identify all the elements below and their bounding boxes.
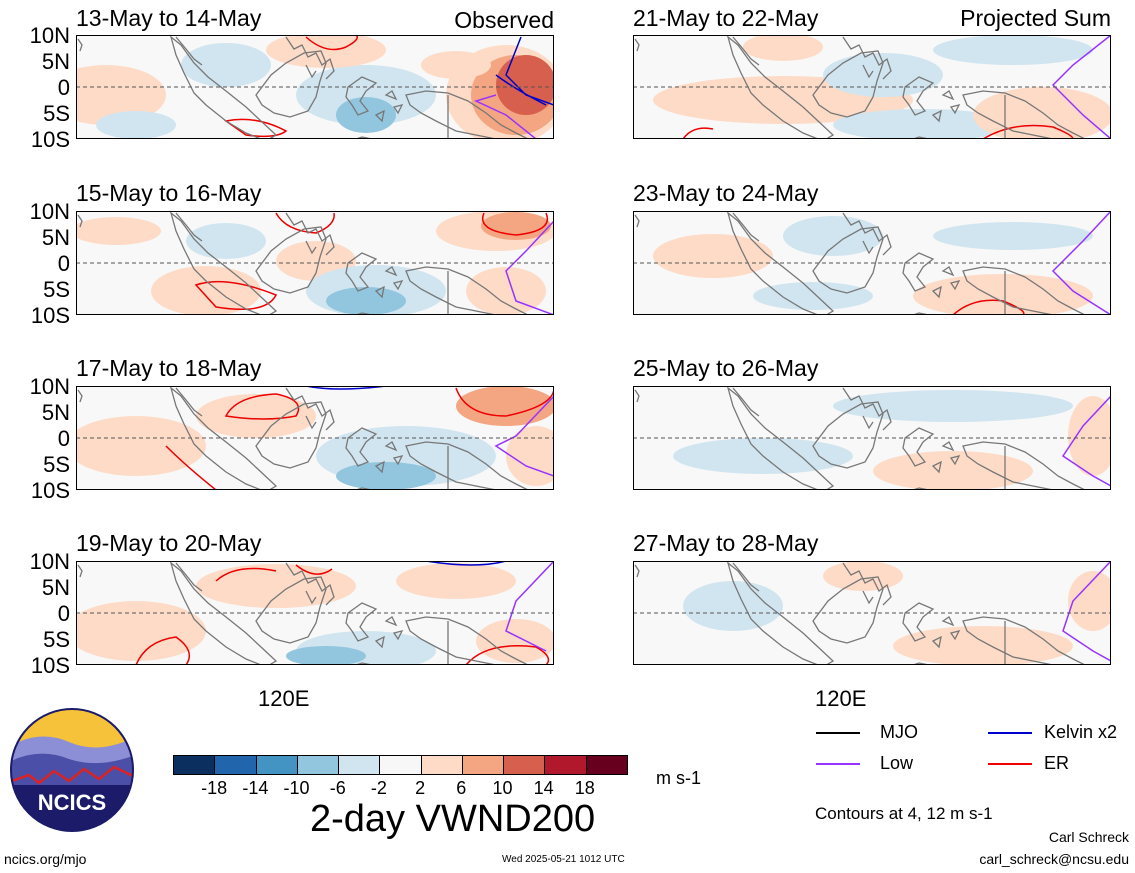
colorbar-tick-label: -18 (201, 778, 228, 798)
panel-corner-label: Observed (454, 7, 554, 33)
legend-label: Kelvin x2 (1044, 722, 1118, 742)
colorbar-tick-label: -2 (370, 778, 387, 798)
panel-title: 23-May to 24-May (633, 180, 819, 206)
colorbar-swatch (296, 756, 339, 774)
colorbar-swatch (174, 756, 215, 774)
colorbar-tick-label: 10 (492, 778, 513, 798)
panel-title: 25-May to 26-May (633, 355, 819, 381)
lon-label-right: 120E (815, 686, 867, 711)
map-panel-left-4 (76, 561, 554, 665)
colorbar-tick-label: 14 (533, 778, 554, 798)
colorbar-tick-label: 6 (456, 778, 467, 798)
lat-axis-left-3: 10N 5N 0 5S 10S (29, 374, 70, 503)
lat-axis-left-1: 10N 5N 0 5S 10S (29, 23, 70, 152)
panel-title: 15-May to 16-May (76, 180, 262, 206)
legend-line-kelvin (988, 732, 1032, 734)
footer-url[interactable]: ncics.org/mjo (4, 851, 87, 867)
panel-corner-label: Projected Sum (960, 5, 1111, 31)
ncics-logo: NCICS (10, 708, 134, 832)
colorbar-units: m s-1 (656, 768, 701, 788)
map-panel-right-1 (633, 35, 1111, 139)
legend-label: Low (880, 753, 914, 773)
legend-line-er (988, 763, 1032, 765)
legend-line-mjo (816, 732, 860, 734)
legend: MJO Kelvin x2 Low ER (816, 722, 1118, 782)
panel-title: 19-May to 20-May (76, 530, 262, 556)
map-panel-right-3 (633, 386, 1111, 490)
colorbar-swatch (420, 756, 462, 774)
colorbar-tick-label: -6 (329, 778, 346, 798)
colorbar-swatch (544, 756, 586, 774)
map-panel-right-2 (633, 211, 1111, 315)
panel-title: 21-May to 22-May (633, 5, 819, 31)
footer-author: Carl Schreck (1048, 829, 1129, 845)
main-title: 2-day VWND200 (310, 798, 596, 840)
legend-line-low (816, 763, 860, 765)
colorbar-swatch (214, 756, 256, 774)
panel-title: 17-May to 18-May (76, 355, 262, 381)
contours-note: Contours at 4, 12 m s-1 (815, 804, 993, 823)
colorbar-swatch (585, 756, 627, 774)
colorbar-swatch (461, 756, 504, 774)
panel-title: 13-May to 14-May (76, 5, 262, 31)
lon-label-left: 120E (258, 686, 310, 711)
lat-axis-left-4: 10N 5N 0 5S 10S (29, 549, 70, 678)
colorbar-swatch (503, 756, 545, 774)
colorbar-tick-label: -10 (283, 778, 310, 798)
map-panel-left-3 (76, 386, 554, 490)
legend-label: MJO (880, 722, 918, 742)
colorbar-swatch (338, 756, 380, 774)
logo-text: NCICS (38, 790, 106, 815)
footer-timestamp: Wed 2025-05-21 1012 UTC (502, 854, 625, 865)
map-panel-right-4 (633, 561, 1111, 665)
map-panel-left-2 (76, 211, 554, 315)
colorbar-swatch (255, 756, 297, 774)
lat-axis-left-2: 10N 5N 0 5S 10S (29, 199, 70, 328)
footer-email[interactable]: carl_schreck@ncsu.edu (979, 851, 1129, 867)
colorbar (173, 755, 628, 775)
legend-label: ER (1044, 753, 1070, 773)
colorbar-tick-label: 2 (415, 778, 426, 798)
colorbar-tick-label: -14 (242, 778, 269, 798)
panel-title: 27-May to 28-May (633, 530, 819, 556)
colorbar-swatch (379, 756, 421, 774)
map-panel-left-1 (76, 35, 554, 139)
colorbar-tick-label: 18 (574, 778, 595, 798)
